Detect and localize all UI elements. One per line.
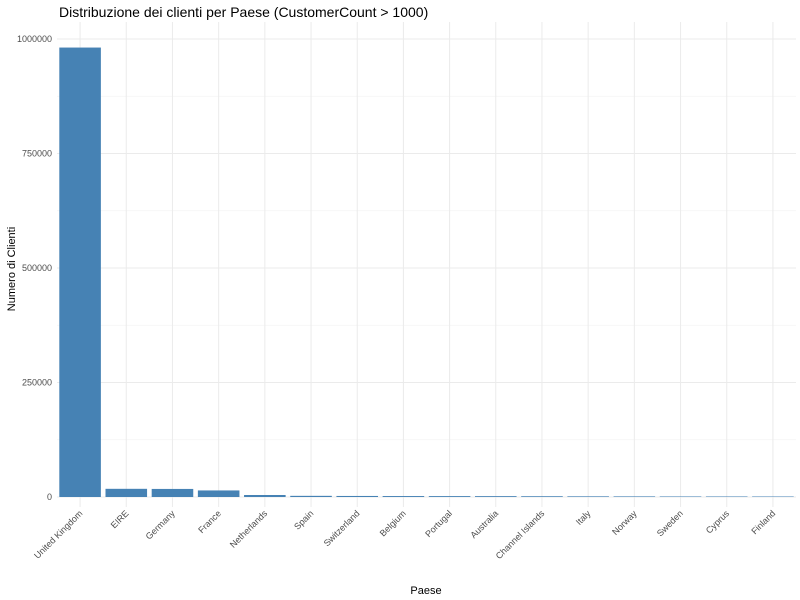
x-tick-label: Spain — [292, 508, 315, 531]
bar — [428, 496, 471, 497]
y-tick-label: 250000 — [22, 378, 52, 388]
bar — [613, 496, 656, 497]
bar — [752, 496, 794, 497]
bar — [244, 495, 286, 497]
bar — [567, 496, 609, 497]
x-tick-label: Finland — [749, 508, 777, 536]
bar — [382, 496, 425, 497]
x-tick-label: Norway — [610, 508, 639, 537]
y-tick-label: 500000 — [22, 263, 52, 273]
bar — [290, 495, 332, 497]
x-tick-label: Belgium — [378, 508, 408, 538]
x-tick-label: Italy — [574, 508, 593, 527]
x-tick-label: EIRE — [109, 508, 131, 530]
y-axis-title: Numero di Clienti — [6, 227, 18, 311]
x-tick-label: Australia — [468, 508, 500, 540]
y-tick-label: 0 — [47, 492, 52, 502]
bar — [105, 488, 148, 497]
bar — [659, 496, 702, 497]
chart-title: Distribuzione dei clienti per Paese (Cus… — [59, 4, 428, 20]
bar — [336, 495, 379, 497]
bar — [151, 488, 194, 497]
y-tick-label: 750000 — [22, 149, 52, 159]
x-tick-label: Germany — [144, 508, 178, 542]
bars — [59, 47, 794, 497]
x-tick-label: Netherlands — [228, 508, 270, 550]
bar — [474, 496, 517, 497]
bar — [521, 496, 563, 497]
bar — [705, 496, 748, 497]
x-axis-ticks: United Kingdom EIRE Germany France Netherlan… — [32, 508, 777, 561]
x-tick-label: Cyprus — [704, 508, 732, 536]
bar — [197, 490, 240, 497]
x-axis-title: Paese — [410, 585, 441, 597]
y-axis-ticks: 0 250000 500000 750000 1000000 — [17, 34, 52, 502]
x-tick-label: France — [196, 508, 223, 535]
x-tick-label: Portugal — [423, 508, 454, 539]
x-tick-label: Switzerland — [322, 508, 362, 548]
grid — [57, 22, 796, 507]
x-tick-label: Sweden — [655, 508, 685, 538]
x-tick-label: Channel Islands — [494, 508, 547, 561]
bar — [59, 47, 101, 497]
x-tick-label: United Kingdom — [32, 508, 84, 560]
y-tick-label: 1000000 — [17, 34, 52, 44]
